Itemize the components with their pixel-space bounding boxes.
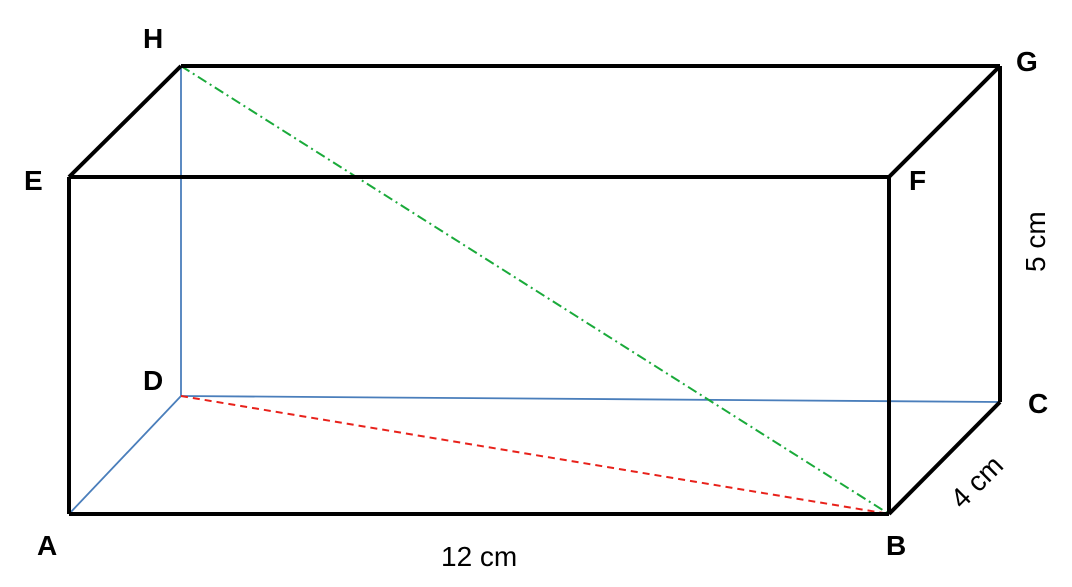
space-diagonal-HB — [180, 65, 890, 515]
vertex-label-D: D — [143, 365, 163, 396]
vertex-label-F: F — [909, 165, 926, 196]
vertex-label-C: C — [1028, 388, 1048, 419]
vertex-label-A: A — [37, 530, 57, 561]
dimension-length-label: 12 cm — [441, 541, 517, 572]
edge-GF — [887, 64, 1002, 179]
edge-EH — [67, 64, 183, 179]
vertex-label-G: G — [1016, 46, 1038, 77]
edge-CB — [887, 400, 1002, 516]
vertex-label-H: H — [143, 23, 163, 54]
face-diagonal-DB — [180, 395, 890, 515]
vertex-label-B: B — [886, 530, 906, 561]
dimension-height-label: 5 cm — [1020, 211, 1051, 272]
vertex-label-E: E — [24, 165, 43, 196]
dimension-width-label: 4 cm — [944, 449, 1009, 514]
edge-AD — [68, 395, 182, 515]
edge-DC — [180, 395, 1001, 403]
